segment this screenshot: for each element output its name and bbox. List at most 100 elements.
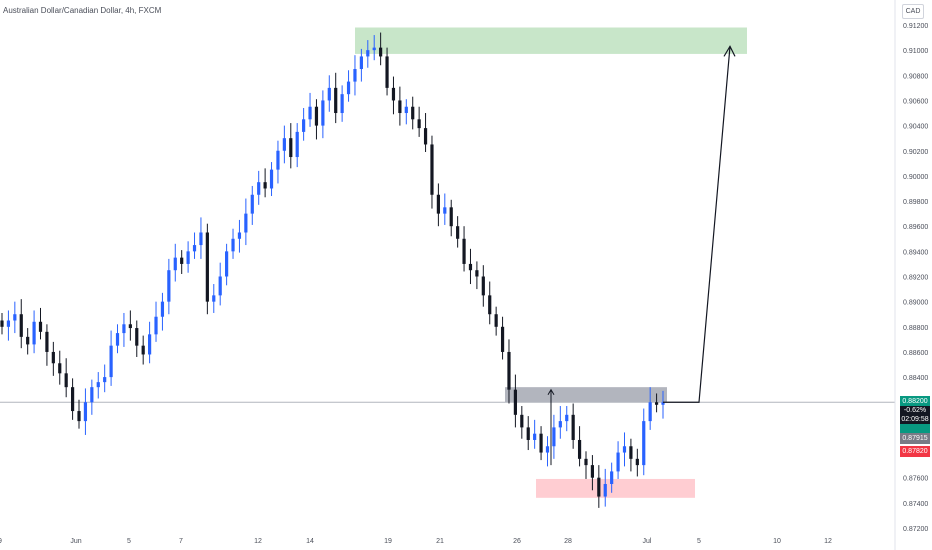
last-price-label: 0.88200 -0.62% 02:09:58 [900,396,930,433]
candle [597,465,601,508]
candle-body [225,251,229,277]
candle [346,70,351,102]
candle-body [180,257,184,264]
candle-body [167,270,171,302]
candle-body [302,119,306,132]
x-tick-label: 14 [306,538,314,545]
y-tick-label: 0.89200 [903,275,928,282]
candle-body [366,50,370,57]
candle [443,193,447,225]
candle [481,265,485,307]
candle-body [160,301,165,317]
candle [218,262,222,306]
y-tick-label: 0.88800 [903,325,928,332]
candle-body [552,427,556,447]
currency-badge[interactable]: CAD [902,4,924,19]
candle-body [6,320,11,327]
candle [456,216,460,248]
candle [225,243,229,286]
candle [359,48,363,82]
candle [321,90,325,139]
candle [257,170,261,205]
zones-layer [355,27,747,498]
candle [417,106,421,137]
candle-body [173,257,177,271]
projection-arrowhead [723,45,736,57]
candle-body [148,334,152,355]
candle [648,387,652,430]
candle [109,330,113,386]
candle [520,406,524,439]
candle-body [385,56,389,88]
candle [533,419,537,449]
candle-body [103,377,107,383]
candle [379,32,383,66]
candle-body [334,87,338,114]
candle-body [622,446,627,453]
price-axis[interactable]: 0.91200 0.91000 0.90800 0.90600 0.90400 0.902… [903,23,928,533]
resistance-zone [505,387,667,403]
candle [449,199,453,237]
candle [327,75,331,112]
candle-body [58,363,62,374]
candle [391,76,396,115]
candle [571,403,575,449]
candle [314,99,319,140]
candle-body [597,477,601,497]
candle-body [654,402,659,405]
candle [282,125,286,164]
candle [205,223,209,315]
candle [295,123,299,168]
candle [141,335,145,365]
candle-body [83,402,88,422]
candle [353,55,357,96]
candle [552,414,556,459]
x-tick-label: 26 [513,538,521,545]
candle [180,250,184,274]
candle-body [430,144,434,195]
candle-body [635,458,639,466]
candle-body [468,263,473,271]
candle-body [379,47,383,57]
candle-body [359,56,363,70]
candle [500,316,505,360]
candle [545,436,550,467]
candle [38,307,43,340]
candle [128,310,132,341]
candle-body [353,69,357,82]
candle [539,426,543,461]
candle-body [128,324,132,329]
candle-body [135,328,139,346]
gray-level-label: 0.87915 [900,433,930,444]
candle-body [398,100,402,114]
candle-body [154,316,158,335]
time-axis[interactable]: 9 Jun 5 7 12 14 19 21 26 28 Jul 5 10 12 [0,538,832,545]
candle-body [577,439,582,459]
candle [629,438,633,472]
candle [494,306,498,336]
candle [622,432,627,467]
candle [507,339,511,404]
candle [199,217,203,259]
candle [154,301,158,342]
x-tick-label: 9 [0,538,2,545]
x-tick-label: 10 [773,538,781,545]
annotations-layer [547,45,736,466]
candle-body [141,345,145,355]
candle-body [500,326,505,352]
candle-body [526,427,530,440]
candle [616,441,620,479]
x-tick-label: 12 [824,538,832,545]
y-tick-label: 0.87200 [903,526,928,533]
candle-body [109,345,113,378]
candle-body [456,226,460,239]
candle-body [321,100,325,126]
candle-body [558,421,562,428]
y-tick-label: 0.87400 [903,501,928,508]
candle [231,228,235,259]
candle [334,72,338,124]
candle-body [51,351,55,364]
candle-body [481,276,485,296]
candle [610,462,614,493]
